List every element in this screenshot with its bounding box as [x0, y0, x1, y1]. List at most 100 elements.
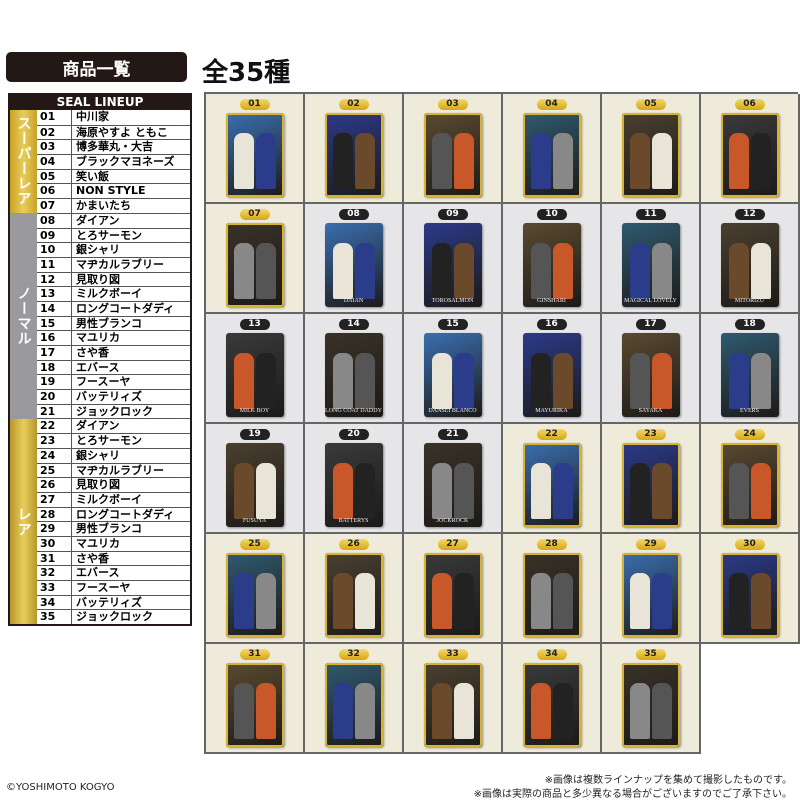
gold-frame [720, 443, 779, 527]
figure [651, 573, 672, 629]
seal-card-image [225, 223, 284, 307]
card-caption: SAYAKA [638, 408, 663, 414]
figure [332, 353, 353, 409]
card-cell[interactable]: 31 [206, 644, 305, 754]
card-cell[interactable]: 22 [503, 424, 602, 534]
row-number: 10 [37, 243, 72, 257]
row-number: 04 [37, 155, 72, 169]
figure [629, 243, 650, 299]
card-cell[interactable]: 20 BATTERYS [305, 424, 404, 534]
card-cell[interactable]: 25 [206, 534, 305, 644]
card-cell[interactable]: 33 [404, 644, 503, 754]
card-cell[interactable]: 07 [206, 204, 305, 314]
card-cell[interactable]: 32 [305, 644, 404, 754]
category-label: スーパーレア [10, 110, 37, 213]
card-cell[interactable]: 17 SAYAKA [602, 314, 701, 424]
card-cell[interactable]: 15 DANSEI BLANCO [404, 314, 503, 424]
card-cell[interactable]: 10 GINSHARI [503, 204, 602, 314]
row-number: 13 [37, 287, 72, 301]
row-number: 03 [37, 140, 72, 155]
card-number-badge: 15 [437, 319, 468, 330]
seal-card-image [423, 663, 482, 747]
card-cell[interactable]: 19 FUSUYA [206, 424, 305, 534]
table-row: 05 笑い飯 [37, 168, 190, 184]
row-number: 30 [37, 536, 72, 551]
figure [530, 133, 551, 189]
seal-card-image: MILK BOY [225, 333, 284, 417]
seal-card-image [720, 443, 779, 527]
card-number-badge: 21 [437, 429, 468, 440]
category-label: レア [10, 418, 37, 625]
seal-card-image: EVERS [720, 333, 779, 417]
row-name: バッテリィズ [76, 390, 142, 404]
figure [728, 133, 749, 189]
card-cell[interactable]: 16 MAYURIKA [503, 314, 602, 424]
card-cell[interactable]: 11 MAGICAL LOVELY [602, 204, 701, 314]
gold-frame [621, 113, 680, 197]
table-row: 04 ブラックマヨネーズ [37, 154, 190, 169]
figure [354, 353, 375, 409]
row-name: ジョックロック [76, 610, 153, 624]
card-cell[interactable]: 13 MILK BOY [206, 314, 305, 424]
table-row: 26 見取り図 [37, 477, 190, 492]
row-name: 見取り図 [76, 272, 120, 286]
card-cell[interactable]: 28 [503, 534, 602, 644]
card-cell[interactable]: 30 [701, 534, 800, 644]
card-cell[interactable]: 29 [602, 534, 701, 644]
row-number: 24 [37, 448, 72, 463]
row-name: フースーヤ [76, 375, 131, 389]
card-cell[interactable]: 23 [602, 424, 701, 534]
seal-card-image [324, 663, 383, 747]
table-row: 09 とろサーモン [37, 227, 190, 243]
gold-frame [621, 553, 680, 637]
card-cell[interactable]: 06 [701, 94, 800, 204]
seal-card-image: JOCKROCK [423, 443, 482, 527]
figure [453, 573, 474, 629]
figure [453, 463, 474, 519]
row-name: 博多華丸・大吉 [76, 140, 153, 154]
seal-card-image [423, 113, 482, 197]
figure [354, 683, 375, 739]
card-cell[interactable]: 01 [206, 94, 305, 204]
card-cell[interactable]: 24 [701, 424, 800, 534]
table-row: 27 ミルクボーイ [37, 491, 190, 507]
figure [629, 573, 650, 629]
card-number-badge: 06 [734, 99, 765, 110]
card-number-badge: 34 [536, 649, 567, 660]
figure [651, 133, 672, 189]
card-cell[interactable]: 12 MITORIZU [701, 204, 800, 314]
gold-frame [324, 113, 383, 197]
table-row: 31 さや香 [37, 550, 190, 566]
card-cell[interactable]: 34 [503, 644, 602, 754]
row-number: 11 [37, 257, 72, 272]
card-caption: MAGICAL LOVELY [624, 298, 677, 304]
figure [552, 243, 573, 299]
card-number-badge: 17 [635, 319, 666, 330]
card-cell[interactable]: 35 [602, 644, 701, 754]
row-name: ジョックロック [76, 404, 153, 418]
card-cell[interactable]: 26 [305, 534, 404, 644]
figure [332, 463, 353, 519]
row-number: 07 [37, 199, 72, 213]
row-number: 17 [37, 346, 72, 360]
card-cell[interactable]: 18 EVERS [701, 314, 800, 424]
card-cell[interactable]: 04 [503, 94, 602, 204]
row-name: かまいたち [76, 199, 131, 213]
card-cell[interactable]: 08 DAIAN [305, 204, 404, 314]
row-number: 02 [37, 125, 72, 140]
figure [233, 573, 254, 629]
card-cell[interactable]: 09 TOROSALMON [404, 204, 503, 314]
gold-frame [324, 663, 383, 747]
card-cell[interactable]: 05 [602, 94, 701, 204]
figure [629, 353, 650, 409]
row-name: バッテリィズ [76, 595, 142, 609]
card-cell[interactable]: 14 LONG COAT DADDY [305, 314, 404, 424]
figure [255, 683, 276, 739]
gold-frame [522, 443, 581, 527]
card-cell[interactable]: 03 [404, 94, 503, 204]
card-cell[interactable]: 27 [404, 534, 503, 644]
card-cell[interactable]: 21 JOCKROCK [404, 424, 503, 534]
card-caption: GINSHARI [537, 298, 566, 304]
row-name: NON STYLE [76, 184, 146, 198]
card-cell[interactable]: 02 [305, 94, 404, 204]
